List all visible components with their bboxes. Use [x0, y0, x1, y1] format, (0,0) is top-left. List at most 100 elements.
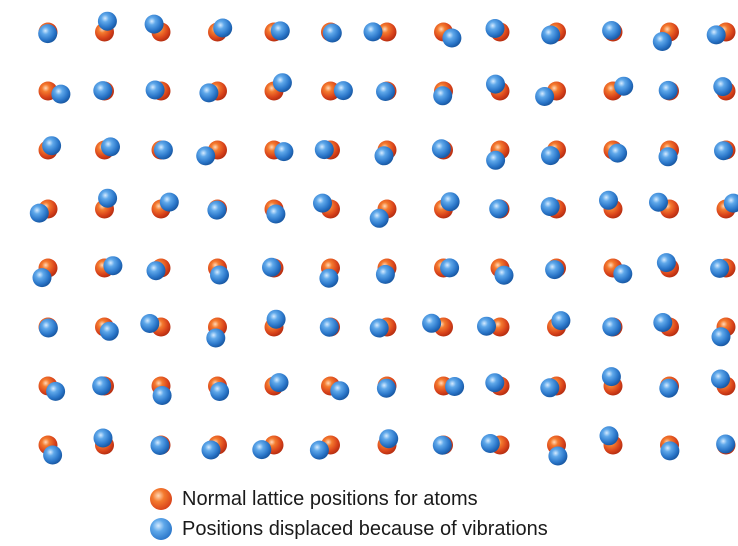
- displaced-position-atom: [144, 14, 164, 34]
- displaced-position-atom: [46, 381, 66, 401]
- displaced-position-atom: [551, 311, 571, 331]
- displaced-position-atom: [649, 192, 668, 212]
- displaced-position-atom: [540, 197, 560, 217]
- displaced-position-atom: [613, 264, 633, 284]
- displaced-position-atom: [363, 22, 383, 42]
- displaced-position-atom: [29, 203, 49, 223]
- legend-item-normal: Normal lattice positions for atoms: [150, 484, 710, 514]
- displaced-position-atom: [713, 77, 733, 97]
- displaced-position-atom: [660, 441, 680, 461]
- displaced-position-atom: [210, 382, 230, 401]
- displaced-position-atom: [535, 87, 555, 106]
- displaced-position-atom: [614, 76, 634, 96]
- displaced-position-atom: [711, 327, 731, 347]
- displaced-position-atom: [43, 445, 63, 465]
- displaced-position-atom: [601, 367, 621, 387]
- displaced-position-atom: [658, 80, 678, 100]
- displaced-position-atom: [330, 381, 350, 401]
- displaced-position-atom: [658, 147, 678, 167]
- displaced-position-atom: [201, 440, 221, 460]
- displaced-position-atom: [433, 86, 453, 106]
- displaced-position-atom: [369, 318, 389, 338]
- displaced-position-atom: [140, 314, 160, 333]
- displaced-position-atom: [540, 378, 560, 398]
- displaced-position-atom: [652, 32, 672, 51]
- displaced-position-atom: [269, 373, 289, 393]
- normal-position-atom: [377, 22, 397, 42]
- displaced-position-atom: [710, 258, 730, 278]
- displaced-position-atom: [103, 256, 123, 276]
- atoms-layer: [29, 11, 738, 466]
- displaced-position-atom: [445, 377, 465, 396]
- displaced-position-atom: [440, 258, 460, 278]
- displaced-position-atom: [262, 257, 281, 277]
- displaced-position-atom: [207, 200, 227, 220]
- legend: Normal lattice positions for atoms Posit…: [150, 484, 710, 544]
- displaced-position-atom: [442, 28, 462, 48]
- displaced-position-atom: [548, 446, 568, 466]
- legend-label-displaced: Positions displaced because of vibration…: [182, 517, 548, 540]
- displaced-position-atom: [213, 18, 233, 38]
- legend-item-displaced: Positions displaced because of vibration…: [150, 514, 710, 544]
- displaced-position-atom: [145, 80, 165, 100]
- displaced-position-atom: [376, 378, 396, 398]
- displaced-position-atom: [485, 373, 505, 393]
- displaced-position-atom: [38, 24, 58, 44]
- displaced-position-atom: [714, 141, 733, 161]
- displaced-position-atom: [93, 81, 113, 101]
- displaced-position-atom: [541, 25, 561, 45]
- displaced-position-atom: [431, 139, 451, 159]
- displaced-position-atom: [206, 328, 226, 348]
- displaced-position-atom: [656, 253, 676, 273]
- atom-lattice-diagram: [29, 11, 738, 466]
- displaced-position-atom: [375, 264, 395, 284]
- displaced-position-atom: [486, 74, 505, 94]
- displaced-position-atom: [432, 435, 452, 455]
- displaced-position-atom: [706, 25, 726, 45]
- displaced-position-atom: [42, 136, 62, 156]
- displaced-position-atom: [97, 11, 117, 31]
- displaced-position-atom: [422, 313, 442, 333]
- displaced-position-atom: [38, 318, 58, 338]
- displaced-position-atom: [541, 146, 560, 166]
- displaced-position-atom: [266, 309, 286, 329]
- displaced-position-atom: [150, 436, 170, 455]
- displaced-position-atom: [486, 150, 506, 170]
- displaced-position-atom: [477, 316, 496, 336]
- displaced-position-atom: [32, 268, 52, 288]
- displaced-position-atom: [274, 142, 294, 162]
- legend-label-normal: Normal lattice positions for atoms: [182, 487, 478, 510]
- displaced-position-atom: [494, 265, 514, 285]
- normal-position-atom: [490, 317, 510, 337]
- displaced-position-atom: [716, 434, 736, 454]
- displaced-position-atom: [602, 317, 622, 337]
- displaced-position-atom: [653, 313, 673, 332]
- displaced-position-atom: [485, 19, 505, 38]
- displaced-position-atom: [480, 434, 500, 453]
- displaced-position-atom: [199, 83, 219, 103]
- displaced-position-atom: [152, 386, 172, 405]
- displaced-position-atom: [314, 140, 334, 160]
- displaced-position-atom: [374, 146, 394, 166]
- displaced-position-atom: [98, 188, 118, 208]
- displaced-position-atom: [210, 265, 229, 285]
- displaced-position-atom: [379, 429, 399, 449]
- displaced-position-atom-icon: [150, 518, 172, 540]
- displaced-position-atom: [159, 192, 179, 212]
- displaced-position-atom: [196, 146, 216, 166]
- displaced-position-atom: [333, 81, 353, 101]
- displaced-position-atom: [270, 21, 290, 41]
- displaced-position-atom: [99, 321, 119, 341]
- displaced-position-atom: [602, 21, 622, 40]
- displaced-position-atom: [723, 193, 738, 213]
- displaced-position-atom: [599, 190, 618, 210]
- displaced-position-atom: [599, 426, 619, 446]
- displaced-position-atom: [101, 137, 120, 157]
- displaced-position-atom: [711, 369, 730, 389]
- displaced-position-atom: [313, 193, 332, 213]
- displaced-position-atom: [93, 428, 113, 448]
- displaced-position-atom: [319, 268, 339, 288]
- displaced-position-atom: [146, 261, 166, 281]
- displaced-position-atom: [489, 199, 509, 219]
- normal-position-atom-icon: [150, 488, 172, 510]
